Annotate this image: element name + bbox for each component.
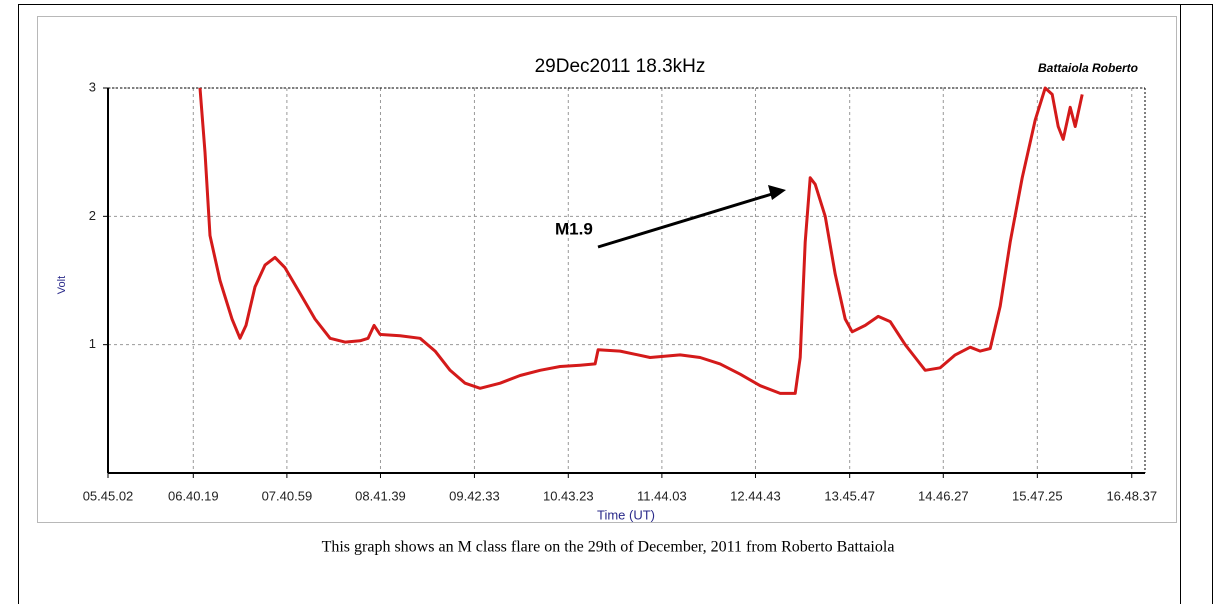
x-tick-label: 08.41.39	[355, 488, 406, 503]
chart-title: 29Dec2011 18.3kHz	[535, 56, 706, 77]
document-table	[18, 4, 1213, 604]
y-tick-label: 3	[89, 79, 96, 94]
x-tick-label: 06.40.19	[168, 488, 219, 503]
annotation-arrow	[597, 192, 773, 249]
x-tick-label: 14.46.27	[918, 488, 969, 503]
data-line	[198, 86, 1084, 395]
x-tick-label: 10.43.23	[543, 488, 594, 503]
caption: This graph shows an M class flare on the…	[322, 539, 895, 556]
y-tick-label: 1	[89, 336, 96, 351]
x-axis-label: Time (UT)	[597, 507, 655, 522]
plot: 1 2 3 05.45.02 06.40.19 07.40.59 08.41.39 09.42…	[83, 79, 1157, 503]
x-tick-label: 12.44.43	[730, 488, 781, 503]
annotation-arrowhead	[768, 185, 786, 200]
x-tick-label: 11.44.03	[637, 488, 687, 503]
plot-area	[108, 88, 1145, 473]
x-tick-label: 09.42.33	[449, 488, 500, 503]
y-axis-label: Volt	[56, 276, 68, 294]
x-tick-label: 05.45.02	[83, 488, 134, 503]
x-tick-label: 15.47.25	[1012, 488, 1063, 503]
x-tick-label: 07.40.59	[262, 488, 313, 503]
annotation: M1.9	[555, 219, 593, 238]
author: Battaiola Roberto	[1038, 61, 1138, 75]
y-tick-label: 2	[89, 208, 96, 223]
x-tick-label: 16.48.37	[1106, 488, 1157, 503]
x-tick-label: 13.45.47	[824, 488, 875, 503]
